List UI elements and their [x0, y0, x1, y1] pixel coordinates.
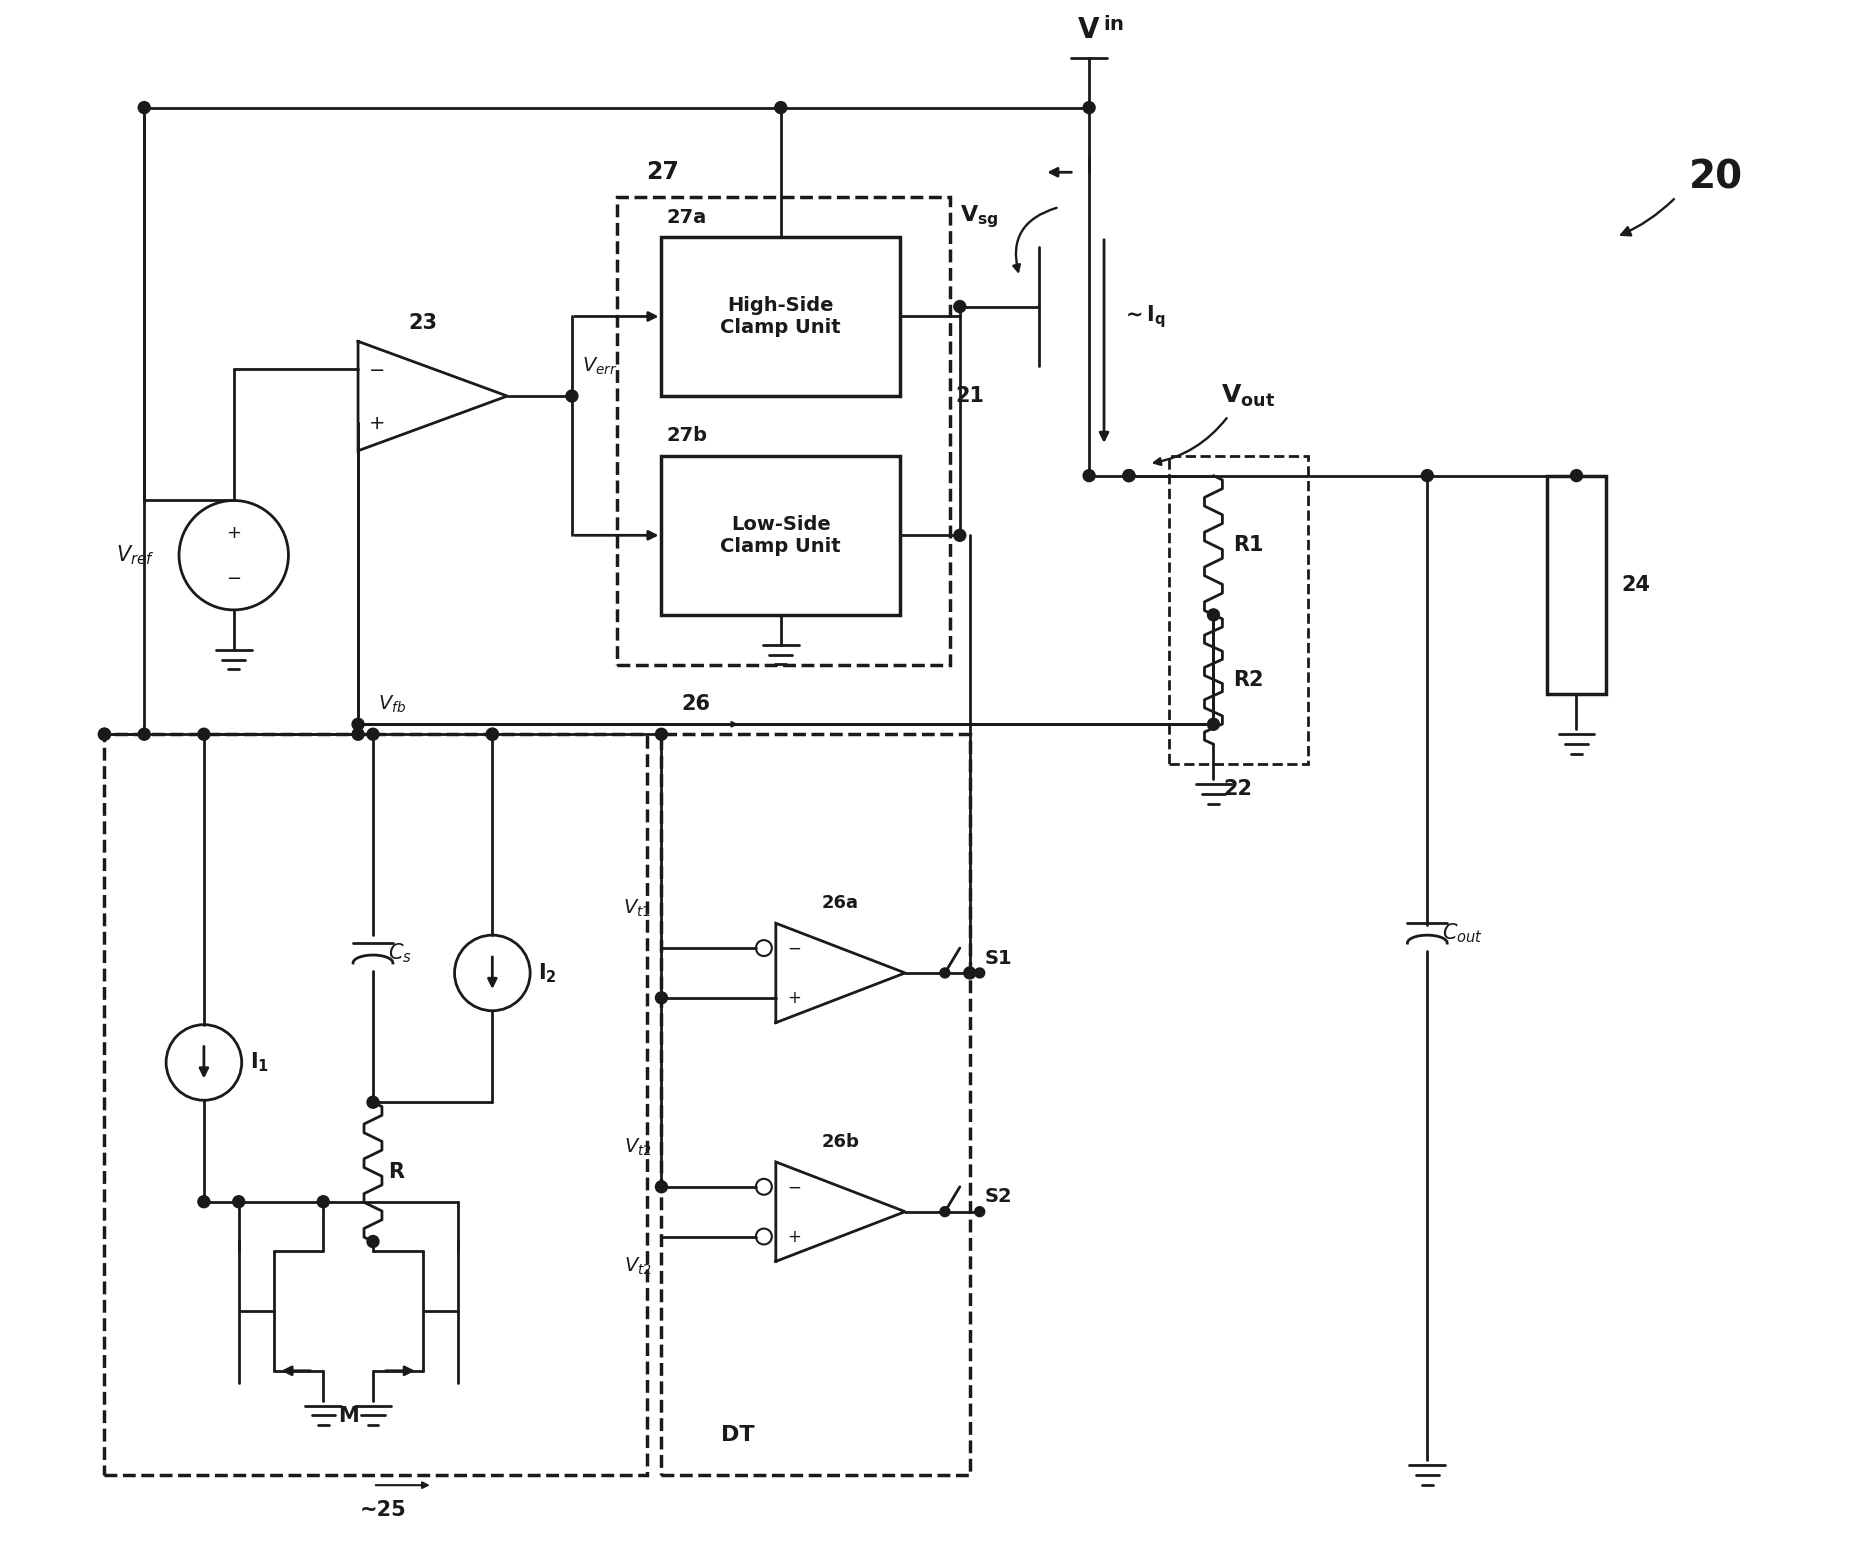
Circle shape: [198, 1195, 210, 1207]
Text: $C_{out}$: $C_{out}$: [1442, 922, 1483, 945]
Text: $V_{t1}$: $V_{t1}$: [623, 898, 651, 918]
Text: 26a: 26a: [821, 894, 858, 912]
Text: $\mathbf{I_2}$: $\mathbf{I_2}$: [538, 960, 556, 985]
Bar: [662, 733, 970, 1475]
Circle shape: [1124, 469, 1135, 482]
Circle shape: [352, 729, 363, 740]
Circle shape: [940, 1207, 949, 1217]
Circle shape: [953, 300, 966, 312]
Text: $V_{ref}$: $V_{ref}$: [117, 544, 154, 567]
Circle shape: [953, 530, 966, 541]
Circle shape: [1207, 609, 1220, 622]
Text: $V_{fb}$: $V_{fb}$: [378, 693, 406, 715]
Bar: [662, 236, 901, 396]
Bar: [1546, 476, 1606, 695]
Text: R2: R2: [1233, 670, 1264, 690]
Circle shape: [486, 729, 499, 740]
Text: 23: 23: [408, 314, 438, 334]
Circle shape: [940, 968, 949, 977]
Text: $+$: $+$: [786, 1228, 801, 1245]
Circle shape: [352, 718, 363, 730]
Text: $\mathbf{in}$: $\mathbf{in}$: [1103, 16, 1124, 34]
Circle shape: [975, 1207, 984, 1217]
Text: $\mathbf{\sim I_q}$: $\mathbf{\sim I_q}$: [1122, 303, 1166, 329]
Text: $\mathbf{V}$: $\mathbf{V}$: [1077, 16, 1101, 44]
Text: 21: 21: [955, 385, 984, 406]
Text: $\mathbf{V_{sg}}$: $\mathbf{V_{sg}}$: [960, 204, 999, 230]
Circle shape: [139, 729, 150, 740]
Text: Low-Side
Clamp Unit: Low-Side Clamp Unit: [721, 514, 842, 556]
Text: 27b: 27b: [666, 426, 708, 446]
Circle shape: [234, 1195, 245, 1207]
Circle shape: [1083, 469, 1096, 482]
Circle shape: [198, 729, 210, 740]
Circle shape: [98, 729, 111, 740]
Text: 24: 24: [1620, 575, 1650, 595]
Text: $+$: $+$: [786, 988, 801, 1007]
Text: $V_{t2}$: $V_{t2}$: [623, 1256, 651, 1277]
Text: $V_{t2}$: $V_{t2}$: [623, 1136, 651, 1158]
Circle shape: [367, 1235, 378, 1248]
Circle shape: [139, 101, 150, 113]
Text: $+$: $+$: [367, 413, 384, 434]
Text: 27: 27: [647, 160, 679, 185]
Circle shape: [1422, 469, 1433, 482]
Text: $-$: $-$: [226, 569, 241, 586]
Text: 26b: 26b: [821, 1133, 860, 1152]
Text: 26: 26: [680, 695, 710, 715]
Text: R1: R1: [1233, 535, 1264, 555]
Text: $-$: $-$: [786, 939, 801, 957]
Text: $-$: $-$: [367, 359, 384, 378]
Text: $V_{err}$: $V_{err}$: [582, 356, 617, 378]
Circle shape: [486, 729, 499, 740]
Text: High-Side
Clamp Unit: High-Side Clamp Unit: [721, 295, 842, 337]
Circle shape: [1207, 718, 1220, 730]
Circle shape: [1570, 469, 1583, 482]
Text: S2: S2: [984, 1187, 1012, 1206]
Text: DT: DT: [721, 1425, 755, 1445]
Text: 20: 20: [1689, 159, 1743, 196]
Circle shape: [1083, 101, 1096, 113]
Bar: [617, 197, 949, 665]
Circle shape: [656, 729, 667, 740]
Text: ~25: ~25: [360, 1500, 406, 1520]
Text: 27a: 27a: [666, 208, 706, 227]
Circle shape: [975, 968, 984, 977]
Bar: [662, 455, 901, 615]
Circle shape: [656, 991, 667, 1004]
Circle shape: [98, 729, 111, 740]
Circle shape: [367, 1096, 378, 1108]
Text: $C_s$: $C_s$: [387, 942, 412, 965]
Circle shape: [367, 729, 378, 740]
Text: $\mathbf{V_{out}}$: $\mathbf{V_{out}}$: [1222, 382, 1276, 409]
Text: $-$: $-$: [786, 1178, 801, 1195]
Circle shape: [317, 1195, 330, 1207]
Circle shape: [1124, 469, 1135, 482]
Text: S1: S1: [984, 948, 1012, 968]
Circle shape: [656, 1181, 667, 1193]
Bar: [1168, 455, 1307, 765]
Text: $\mathbf{I_1}$: $\mathbf{I_1}$: [250, 1051, 269, 1074]
Text: M: M: [337, 1405, 358, 1425]
Bar: [104, 733, 647, 1475]
Circle shape: [964, 967, 975, 979]
Circle shape: [775, 101, 786, 113]
Text: R: R: [387, 1162, 404, 1183]
Text: 22: 22: [1224, 779, 1253, 799]
Text: $+$: $+$: [226, 524, 241, 542]
Circle shape: [565, 390, 578, 402]
